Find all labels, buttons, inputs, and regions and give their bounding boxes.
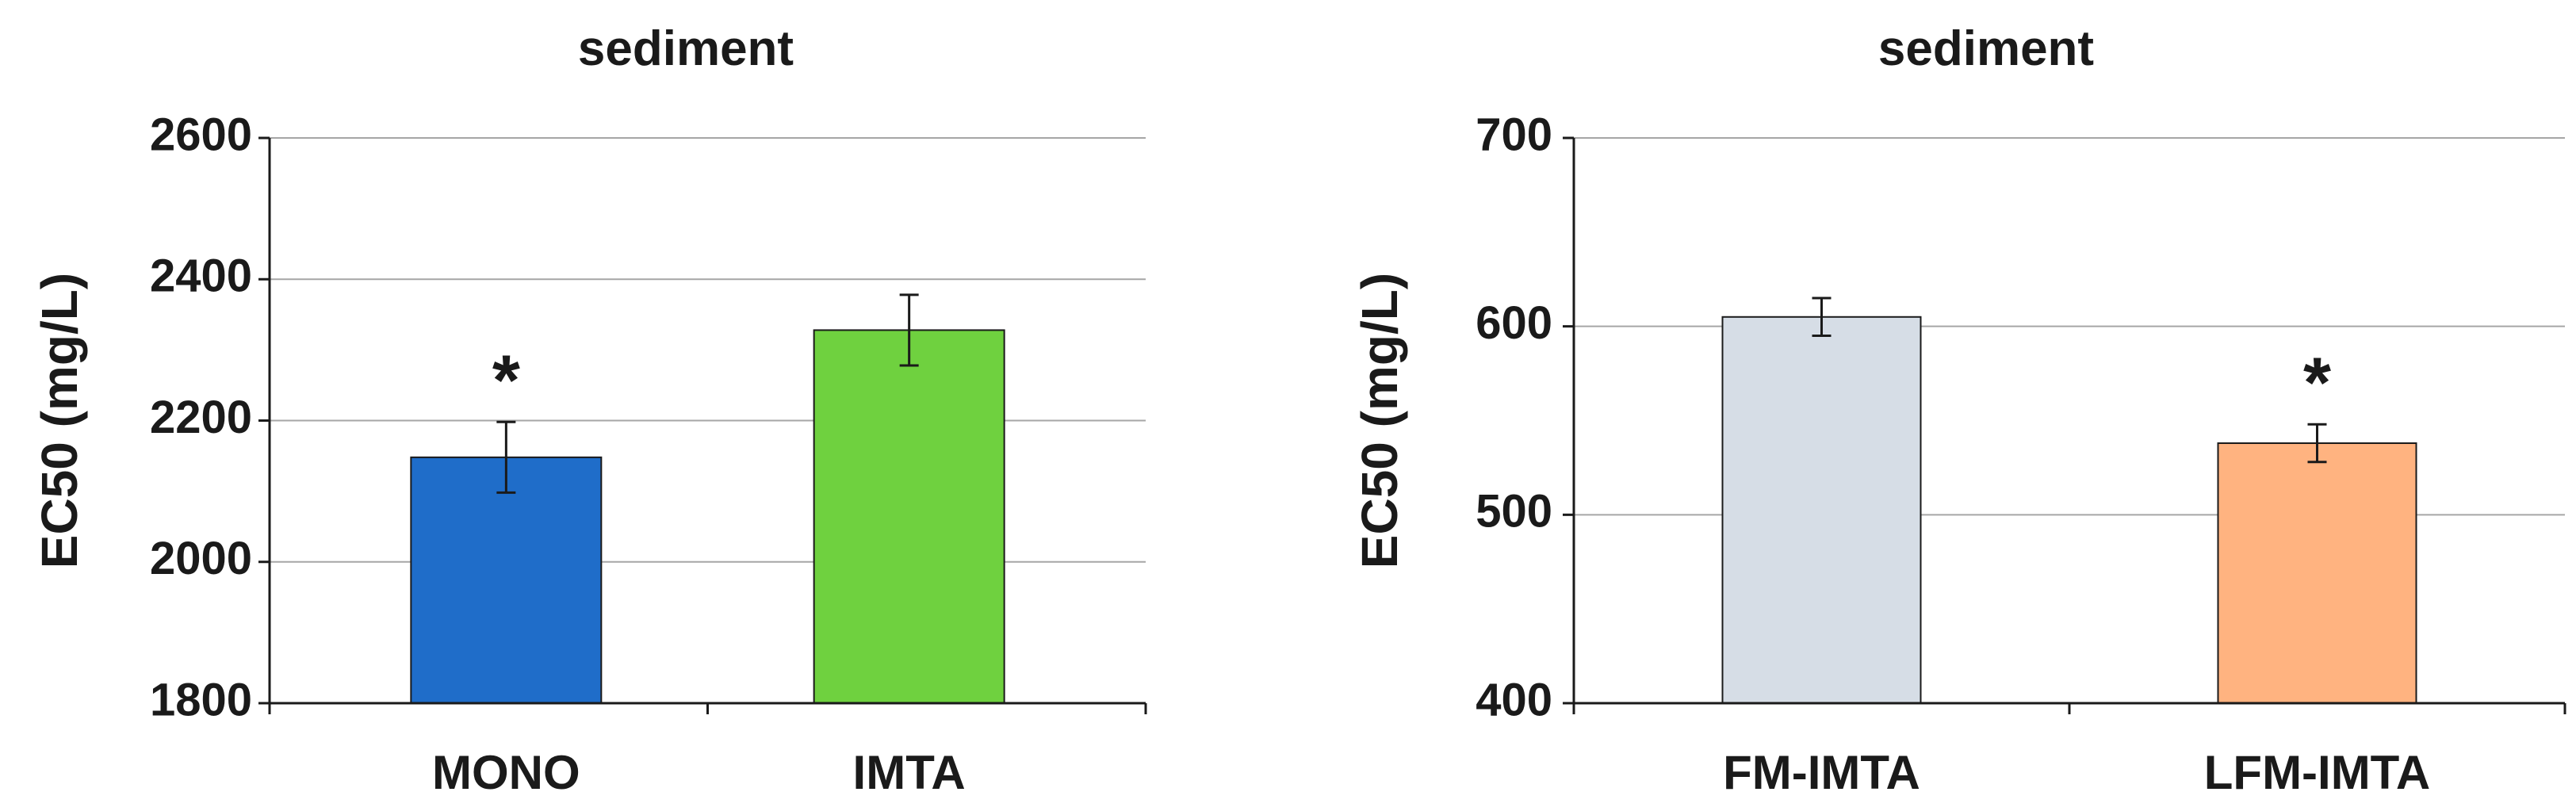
x-category-label: IMTA: [853, 746, 966, 799]
y-axis-label: EC50 (mg/L): [1351, 273, 1408, 568]
significance-marker: *: [492, 341, 520, 420]
y-tick-label: 2600: [150, 109, 252, 160]
bar: [813, 329, 1005, 704]
significance-marker: *: [2303, 343, 2331, 423]
y-tick-label: 2400: [150, 251, 252, 302]
chart-panel-1: sediment EC50 (mg/L) 1800 2000 2200 2400 2600 *…: [31, 21, 1147, 799]
bar: [410, 456, 603, 704]
y-tick-label: 700: [1476, 109, 1552, 160]
y-tick-label: 600: [1476, 297, 1552, 349]
y-tick-label: 2200: [150, 392, 252, 443]
y-axis-label: EC50 (mg/L): [31, 273, 88, 568]
bar: [2217, 442, 2417, 705]
bar: [1721, 316, 1922, 704]
x-category-label: FM-IMTA: [1723, 746, 1920, 799]
chart-panel-2: sediment EC50 (mg/L) 400 500 600 700 FM-IMTA * L…: [1351, 21, 2566, 799]
x-category-label: MONO: [432, 746, 580, 799]
y-tick-label: 400: [1476, 674, 1552, 725]
x-category-label: LFM-IMTA: [2204, 746, 2430, 799]
y-tick-label: 500: [1476, 486, 1552, 537]
y-tick-label: 1800: [150, 674, 252, 725]
chart-title: sediment: [578, 21, 794, 76]
y-tick-label: 2000: [150, 533, 252, 584]
chart-title: sediment: [1878, 21, 2094, 76]
